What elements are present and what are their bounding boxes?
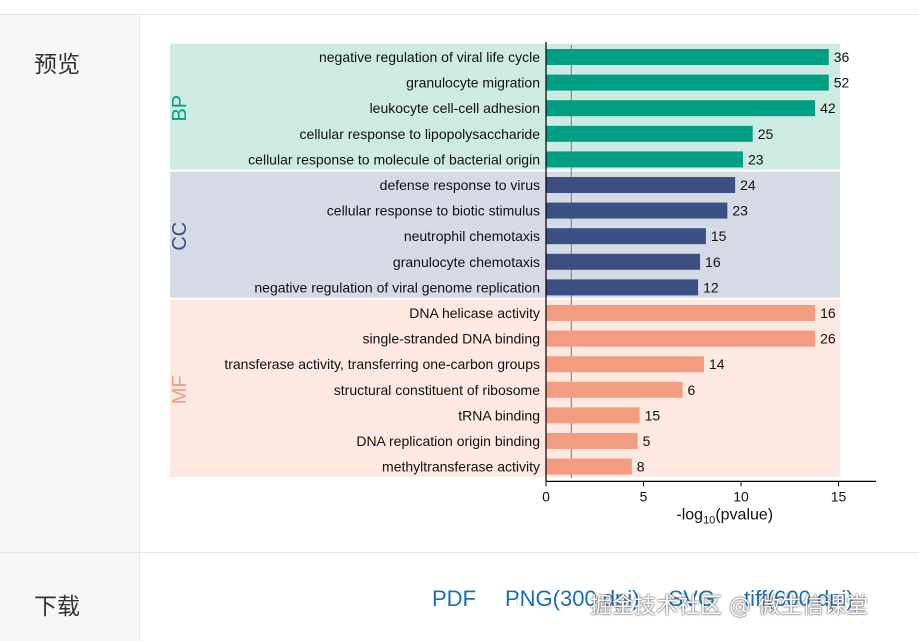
term-label: methyltransferase activity xyxy=(382,459,540,475)
term-label: leukocyte cell-cell adhesion xyxy=(370,100,540,116)
watermark: 掘金技术社区 @ 微生信课堂 xyxy=(590,594,868,619)
bar xyxy=(546,356,704,373)
preview-label-cell: 预览 xyxy=(0,15,140,553)
group-label-mf: MF xyxy=(169,375,191,404)
bar xyxy=(546,74,829,91)
term-label: cellular response to molecule of bacteri… xyxy=(248,151,540,167)
count-label: 15 xyxy=(711,228,727,244)
count-label: 15 xyxy=(645,407,661,423)
count-label: 8 xyxy=(637,459,645,475)
download-label-cell: 下载 xyxy=(0,553,140,641)
count-label: 14 xyxy=(709,356,725,372)
download-png-link[interactable]: PNG(300 dpi) xyxy=(505,586,640,611)
download-row: 下载 xyxy=(0,552,919,641)
count-label: 12 xyxy=(703,279,719,295)
count-label: 23 xyxy=(732,203,748,219)
x-tick-label: 0 xyxy=(542,488,550,504)
group-label-cc: CC xyxy=(169,222,191,251)
count-label: 24 xyxy=(740,177,756,193)
bar xyxy=(546,279,699,296)
bar xyxy=(546,177,736,193)
bar xyxy=(546,330,816,347)
x-tick-label: 5 xyxy=(640,488,648,504)
count-label: 5 xyxy=(643,433,651,449)
term-label: DNA replication origin binding xyxy=(356,433,540,449)
term-label: tRNA binding xyxy=(458,407,540,423)
bar xyxy=(546,100,816,117)
bar xyxy=(546,228,706,245)
count-label: 26 xyxy=(820,331,836,347)
bar xyxy=(546,381,683,398)
bar xyxy=(546,407,640,424)
bar xyxy=(546,458,632,475)
group-label-bp: BP xyxy=(169,95,191,122)
x-tick-label: 15 xyxy=(831,488,847,504)
term-label: granulocyte migration xyxy=(406,75,540,91)
count-label: 52 xyxy=(834,75,850,91)
download-label: 下载 xyxy=(34,594,80,620)
download-svg-link[interactable]: SVG xyxy=(668,586,715,611)
download-links: PDF PNG(300 dpi) SVG tiff(600 dpi) xyxy=(432,586,876,612)
x-axis-title: -log10(pvalue) xyxy=(676,506,773,526)
count-label: 36 xyxy=(834,49,850,65)
group-panel-mf xyxy=(170,299,840,477)
count-label: 23 xyxy=(748,151,764,167)
term-label: DNA helicase activity xyxy=(409,305,540,321)
count-label: 6 xyxy=(688,382,696,398)
count-label: 42 xyxy=(820,100,836,116)
bar xyxy=(546,433,638,449)
x-tick-label: 10 xyxy=(733,488,749,504)
count-label: 25 xyxy=(758,126,774,142)
download-tiff-link[interactable]: tiff(600 dpi) xyxy=(743,586,854,611)
preview-row: 预览 xyxy=(0,14,919,553)
term-label: negative regulation of viral genome repl… xyxy=(254,279,540,295)
term-label: single-stranded DNA binding xyxy=(363,331,540,347)
bar xyxy=(546,125,753,142)
term-label: cellular response to lipopolysaccharide xyxy=(300,126,541,142)
bar xyxy=(546,305,816,321)
bar xyxy=(546,49,829,65)
term-label: cellular response to biotic stimulus xyxy=(327,203,540,219)
download-pdf-link[interactable]: PDF xyxy=(432,586,476,611)
term-label: negative regulation of viral life cycle xyxy=(319,49,540,65)
count-label: 16 xyxy=(820,305,836,321)
term-label: transferase activity, transferring one-c… xyxy=(224,356,540,372)
count-label: 16 xyxy=(705,254,721,270)
bar xyxy=(546,202,728,219)
term-label: structural constituent of ribosome xyxy=(334,382,540,398)
term-label: neutrophil chemotaxis xyxy=(404,228,540,244)
bar xyxy=(546,151,743,168)
preview-label: 预览 xyxy=(34,52,80,78)
term-label: granulocyte chemotaxis xyxy=(393,254,540,270)
bar xyxy=(546,253,701,270)
go-enrichment-chart: negative regulation of viral life cycle 3… xyxy=(169,42,876,526)
term-label: defense response to virus xyxy=(380,177,540,193)
